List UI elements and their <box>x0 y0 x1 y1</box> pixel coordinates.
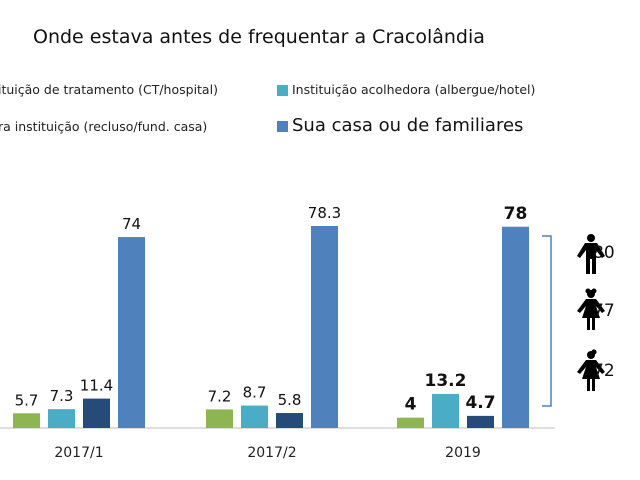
data-label: 78.3 <box>308 204 341 222</box>
bar-2019-0 <box>397 417 424 428</box>
bar-2019-2 <box>467 415 494 428</box>
woman-icon <box>577 288 605 330</box>
annotation-value-man: 80 <box>593 243 615 263</box>
data-label: 7.2 <box>208 387 232 405</box>
bar-2017/1-2 <box>83 398 110 428</box>
bar-2019-3 <box>502 226 529 428</box>
legend-swatch-home <box>277 121 288 132</box>
bar-2017/1-0 <box>13 413 40 428</box>
x-tick-label: 2017/1 <box>54 445 103 461</box>
x-tick-label: 2017/2 <box>247 445 296 461</box>
bar-2017/2-1 <box>241 405 268 428</box>
chart-title: Onde estava antes de frequentar a Cracol… <box>33 26 485 48</box>
data-label: 4 <box>405 395 417 415</box>
data-label: 13.2 <box>425 371 467 391</box>
data-label: 8.7 <box>243 384 267 402</box>
bar-2017/2-3 <box>311 225 338 428</box>
legend-swatch-shelter <box>277 85 288 96</box>
x-tick-label: 2019 <box>445 445 481 461</box>
legend-item-other: ra instituição (recluso/fund. casa) <box>0 119 208 134</box>
legend-item-treatment: ituição de tratamento (CT/hospital) <box>0 82 218 97</box>
girl-icon <box>577 349 605 391</box>
man-icon <box>577 234 605 274</box>
data-label: 7.3 <box>50 387 74 405</box>
data-label: 5.8 <box>278 391 302 409</box>
bar-2017/1-1 <box>48 409 75 428</box>
annotation-value-woman: 77 <box>593 301 615 321</box>
data-label: 11.4 <box>80 377 113 395</box>
data-label: 78 <box>504 204 528 224</box>
bar-2017/2-0 <box>206 409 233 428</box>
data-label: 5.7 <box>15 391 39 409</box>
bar-2017/1-3 <box>118 237 145 428</box>
annotation-value-girl: 72 <box>593 361 615 381</box>
bar-2019-1 <box>432 393 459 428</box>
bracket <box>542 235 552 407</box>
legend-item-home: Sua casa ou de familiares <box>292 115 524 136</box>
data-label: 4.7 <box>465 393 495 413</box>
legend-item-shelter: Instituição acolhedora (albergue/hotel) <box>292 82 536 97</box>
bar-2017/2-2 <box>276 413 303 428</box>
data-label: 74 <box>122 215 141 233</box>
